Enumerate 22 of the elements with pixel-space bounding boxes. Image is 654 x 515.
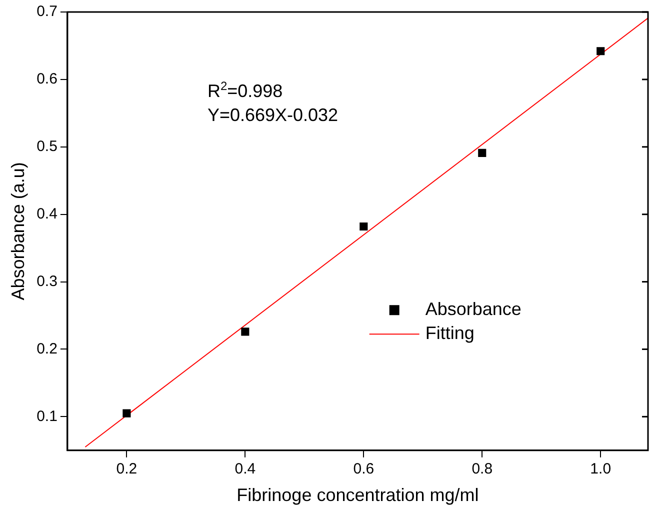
x-tick-label: 0.8 bbox=[472, 460, 493, 478]
x-tick-label: 0.2 bbox=[116, 460, 138, 478]
x-tick-label: 1.0 bbox=[590, 460, 612, 478]
legend-label: Fitting bbox=[425, 323, 474, 344]
y-tick-label: 0.5 bbox=[36, 138, 58, 156]
x-axis-title: Fibrinoge concentration mg/ml bbox=[236, 485, 479, 506]
y-tick-label: 0.4 bbox=[36, 205, 58, 222]
y-tick-label: 0.2 bbox=[36, 340, 58, 358]
y-tick-label: 0.3 bbox=[36, 272, 58, 290]
point bbox=[478, 148, 486, 157]
point bbox=[360, 222, 368, 231]
y-tick-label: 0.1 bbox=[36, 408, 58, 425]
y-axis-title: Absorbance (a.u) bbox=[8, 162, 28, 300]
x-tick-label: 0.4 bbox=[234, 460, 256, 478]
annotation: Y=0.669X-0.032 bbox=[207, 105, 338, 125]
y-tick-label: 0.7 bbox=[36, 3, 58, 20]
x-tick-label: 0.6 bbox=[353, 460, 374, 478]
point bbox=[122, 409, 131, 418]
point bbox=[241, 328, 250, 336]
point bbox=[596, 47, 605, 56]
y-tick-label: 0.6 bbox=[36, 70, 58, 88]
legend-label: Absorbance bbox=[425, 299, 522, 320]
